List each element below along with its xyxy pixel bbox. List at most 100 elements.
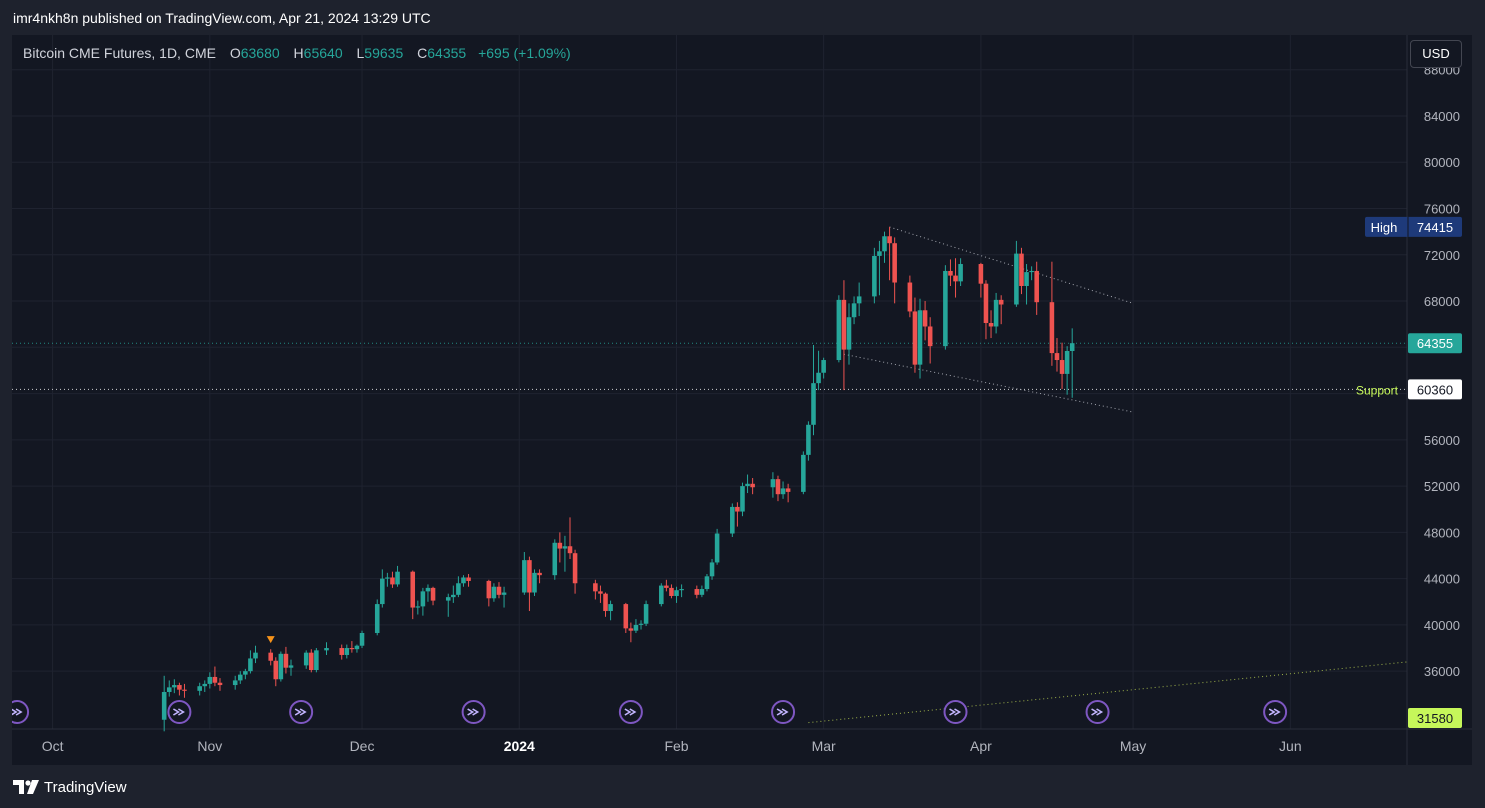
x-tick-label: May	[1120, 738, 1146, 754]
x-tick-label: Oct	[42, 738, 64, 754]
candle-body	[1064, 351, 1070, 374]
x-tick-label: Nov	[197, 738, 222, 754]
symbol-title[interactable]: Bitcoin CME Futures, 1D, CME	[23, 45, 216, 61]
chart-background	[12, 35, 1472, 765]
published-line: imr4nkh8n published on TradingView.com, …	[13, 10, 431, 26]
price-label: 60360	[1417, 382, 1453, 397]
candle-body	[907, 282, 913, 312]
event-arrow-icon	[776, 708, 789, 716]
candle-body	[821, 360, 826, 373]
candle-body	[567, 546, 573, 554]
candle-body	[461, 577, 466, 584]
candle-body	[161, 691, 167, 720]
candle-body	[841, 299, 847, 350]
candle-body	[694, 589, 700, 595]
candle-body	[730, 506, 735, 534]
candle-body	[877, 251, 882, 256]
candle-body	[1014, 253, 1019, 305]
price-label-badge	[1408, 333, 1462, 354]
candle-body	[572, 553, 578, 584]
candle-body	[770, 479, 776, 488]
candle-body	[166, 687, 172, 692]
candle-body	[633, 624, 639, 631]
candle-body	[638, 623, 644, 625]
change-value: +695 (+1.09%)	[478, 45, 571, 61]
currency-button[interactable]: USD	[1410, 40, 1462, 68]
candle-body	[948, 270, 953, 276]
candle-body	[537, 572, 542, 576]
candle-body	[704, 576, 710, 590]
candle-body	[816, 372, 821, 384]
x-tick-label: Feb	[664, 738, 688, 754]
candle-body	[527, 560, 532, 593]
candle-body	[775, 479, 781, 495]
candle-body	[202, 683, 208, 687]
y-tick-label: 68000	[1424, 294, 1460, 309]
candle-body	[303, 652, 309, 666]
candle-body	[243, 671, 248, 675]
candle-body	[922, 310, 928, 327]
candle-body	[268, 652, 273, 661]
price-label: 64355	[1417, 336, 1453, 351]
candle-body	[745, 483, 750, 487]
candle-body	[177, 685, 182, 690]
event-arrow-icon	[624, 708, 637, 716]
signal-marker-icon	[266, 636, 275, 644]
candle-body	[679, 589, 684, 591]
candle-body	[1019, 253, 1024, 286]
candle-body	[207, 676, 213, 684]
candle-body	[785, 488, 791, 492]
candle-body	[998, 299, 1004, 305]
y-tick-label: 48000	[1424, 525, 1460, 540]
candle-body	[593, 583, 598, 592]
candle-body	[273, 660, 279, 680]
open-label: O	[229, 45, 241, 61]
candle-body	[217, 682, 223, 686]
footer-brand-label: TradingView	[44, 778, 127, 796]
candle-body	[811, 383, 816, 425]
chart-legend: Bitcoin CME Futures, 1D, CME O63680 H656…	[23, 45, 571, 61]
candle-body	[430, 587, 436, 601]
trendline[interactable]	[808, 661, 1408, 724]
candle-body	[1054, 353, 1060, 361]
candle-body	[836, 299, 842, 361]
x-tick-label: Dec	[350, 738, 375, 754]
y-tick-label: 36000	[1424, 664, 1460, 679]
y-tick-label: 40000	[1424, 618, 1460, 633]
candle-body	[552, 542, 558, 576]
candle-body	[856, 296, 862, 304]
candle-body	[557, 542, 563, 549]
candle-body	[197, 686, 202, 691]
tradingview-logo-icon	[13, 780, 39, 794]
candle-body	[248, 658, 253, 672]
chart-panel[interactable]: 3600040000440004800052000560006000064000…	[12, 35, 1472, 765]
candle-body	[801, 454, 806, 492]
candle-body	[1059, 360, 1065, 374]
event-arrow-icon	[467, 708, 480, 716]
candle-body	[664, 585, 669, 588]
candle-body	[912, 311, 918, 365]
trendline[interactable]	[889, 226, 1134, 304]
event-arrow-icon	[172, 708, 185, 716]
candle-body	[172, 685, 177, 688]
candle-body	[395, 571, 400, 585]
close-label: C	[417, 45, 428, 61]
candle-body	[927, 326, 933, 347]
x-tick-label: Apr	[970, 738, 992, 754]
candle-body	[988, 323, 994, 327]
candle-body	[740, 486, 745, 512]
event-arrow-icon	[12, 708, 23, 716]
candle-body	[380, 578, 385, 605]
candle-body	[750, 483, 755, 488]
candle-body	[522, 560, 527, 593]
price-label-badge	[1408, 379, 1462, 400]
candle-body	[882, 236, 887, 252]
y-tick-label: 76000	[1424, 202, 1460, 217]
footer-brand[interactable]: TradingView	[13, 776, 127, 798]
candle-body	[324, 648, 329, 651]
x-tick-label: Jun	[1279, 738, 1302, 754]
price-label-badge	[1408, 708, 1462, 728]
event-arrow-icon	[949, 708, 962, 716]
price-chart[interactable]: 3600040000440004800052000560006000064000…	[12, 35, 1472, 765]
y-tick-label: 84000	[1424, 109, 1460, 124]
